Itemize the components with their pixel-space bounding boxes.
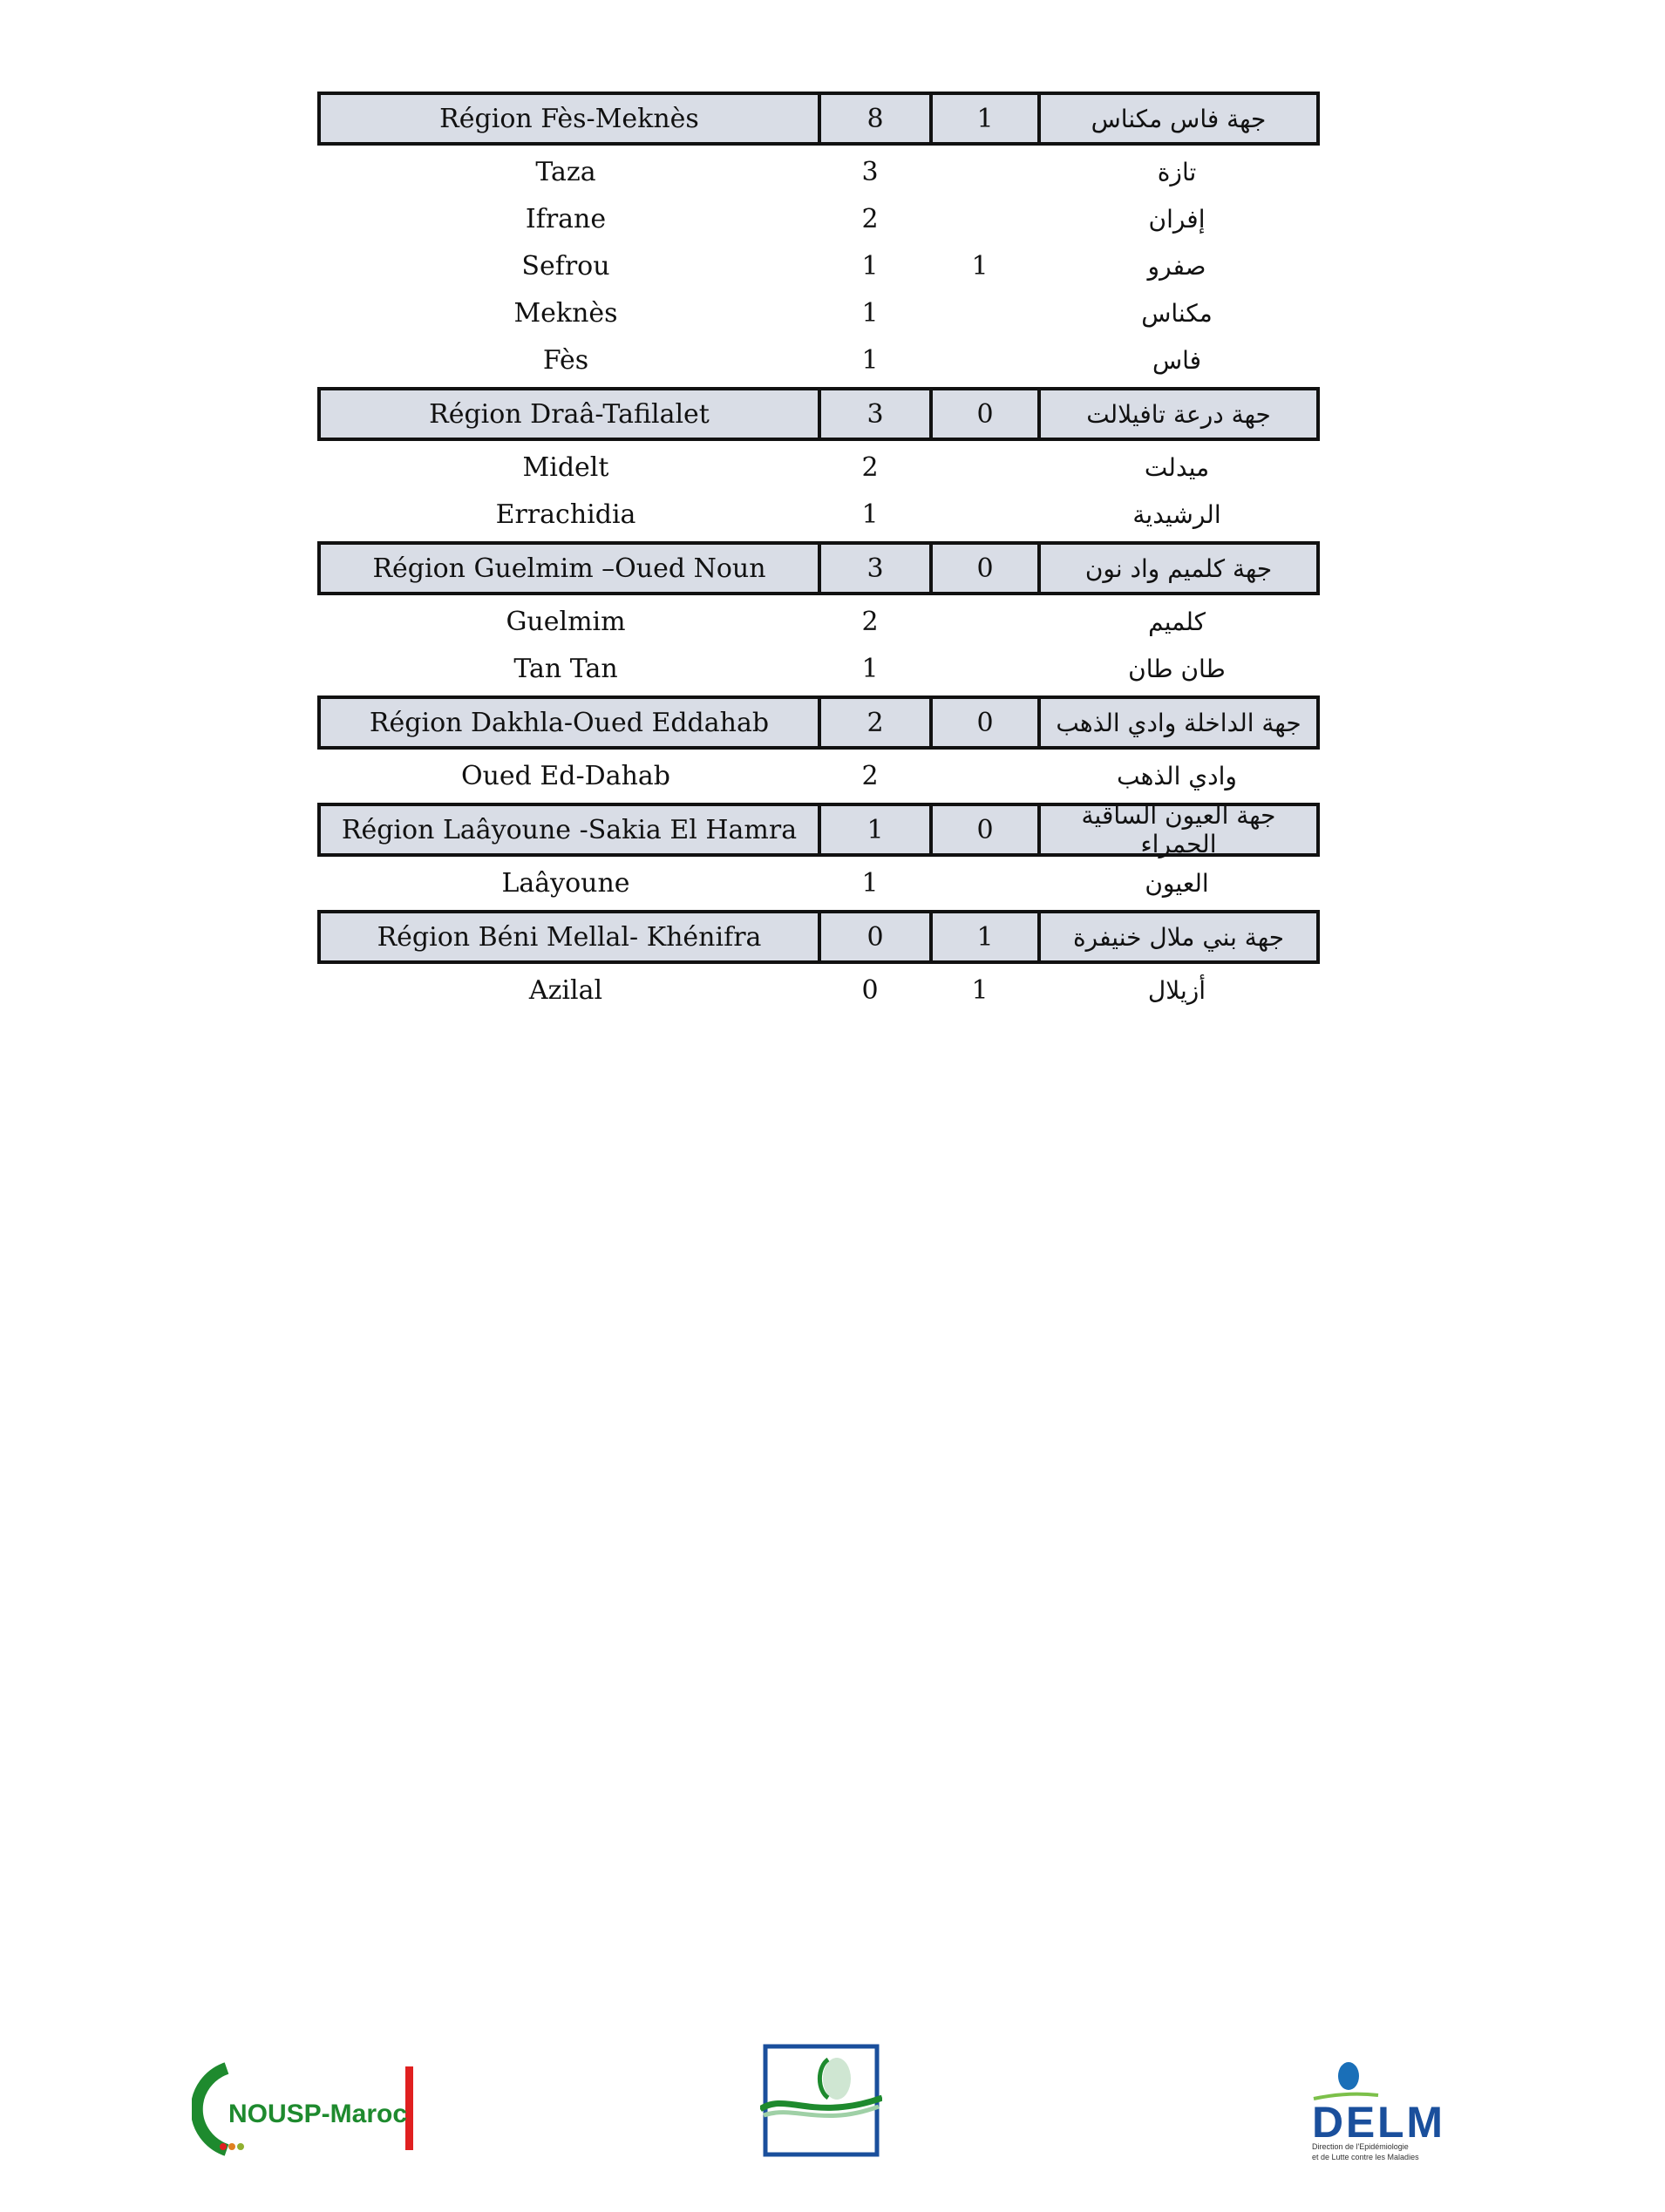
region-row: Région Guelmim –Oued Noun 3 0 جهة كلميم واد… <box>317 541 1320 595</box>
count-a-cell: 1 <box>861 250 879 282</box>
name-ar-cell: وادي الذهب <box>1117 761 1237 790</box>
name-fr-cell: Midelt <box>522 451 609 483</box>
count-b-cell: 0 <box>929 545 1037 592</box>
province-row: Fès 1 فاس <box>317 336 1320 383</box>
name-ar-cell: جهة فاس مكناس <box>1037 95 1316 142</box>
name-fr-cell: Région Guelmim –Oued Noun <box>372 553 766 584</box>
name-ar-cell: كلميم <box>1148 607 1206 636</box>
name-fr-cell: Meknès <box>513 297 618 329</box>
region-row: Région Fès-Meknès 8 1 جهة فاس مكناس <box>317 92 1320 146</box>
count-b-cell <box>926 859 1034 906</box>
province-row: Ifrane 2 إفران <box>317 195 1320 242</box>
count-b-cell: 0 <box>929 806 1037 853</box>
province-row: Guelmim 2 كلميم <box>317 598 1320 645</box>
count-b-cell <box>926 645 1034 692</box>
count-b-cell <box>926 598 1034 645</box>
province-row: Laâyoune 1 العيون <box>317 859 1320 906</box>
name-ar-cell: جهة كلميم واد نون <box>1037 545 1316 592</box>
name-ar-cell: جهة العيون الساقية الحمراء <box>1037 801 1316 858</box>
region-row: Région Draâ-Tafilalet 3 0 جهة درعة تافيلالت <box>317 387 1320 441</box>
count-a-cell: 1 <box>861 297 879 329</box>
province-row: Taza 3 تازة <box>317 148 1320 195</box>
name-fr-cell: Fès <box>542 344 589 376</box>
province-row: Oued Ed-Dahab 2 وادي الذهب <box>317 752 1320 799</box>
count-a-cell: 2 <box>861 760 879 791</box>
name-fr-cell: Azilal <box>528 974 603 1006</box>
province-row: Sefrou 1 1 صفرو <box>317 242 1320 289</box>
cases-table: Région Fès-Meknès 8 1 جهة فاس مكناس Taza 3 تاز… <box>317 92 1320 1014</box>
count-a-cell: 3 <box>818 545 929 592</box>
name-fr-cell: Tan Tan <box>513 653 618 684</box>
name-ar-cell: فاس <box>1152 345 1202 375</box>
name-fr-cell: Région Laâyoune -Sakia El Hamra <box>341 814 798 845</box>
count-a-cell: 3 <box>861 156 879 187</box>
name-fr-cell: Guelmim <box>506 606 626 637</box>
name-ar-cell: جهة الداخلة وادي الذهب <box>1037 699 1316 746</box>
name-fr-cell: Laâyoune <box>501 867 630 899</box>
count-b-cell: 1 <box>971 974 989 1006</box>
count-a-cell: 1 <box>861 653 879 684</box>
count-b-cell: 0 <box>929 390 1037 438</box>
region-row: Région Béni Mellal- Khénifra 0 1 جهة بني مل… <box>317 910 1320 964</box>
delm-subtitle-2: et de Lutte contre les Maladies <box>1312 2153 1419 2161</box>
count-b-cell <box>926 444 1034 491</box>
province-row: Midelt 2 ميدلت <box>317 444 1320 491</box>
count-a-cell: 1 <box>861 867 879 899</box>
name-fr-cell: Région Béni Mellal- Khénifra <box>377 921 762 953</box>
name-ar-cell: جهة بني ملال خنيفرة <box>1037 913 1316 960</box>
count-a-cell: 8 <box>818 95 929 142</box>
count-b-cell: 1 <box>971 250 989 282</box>
delm-logo: DELM Direction de l'Epidémiologie et de … <box>1312 2062 1443 2161</box>
count-b-cell <box>926 148 1034 195</box>
name-fr-cell: Errachidia <box>495 499 636 530</box>
region-row: Région Laâyoune -Sakia El Hamra 1 0 جهة الع… <box>317 801 1320 858</box>
count-a-cell: 2 <box>818 699 929 746</box>
name-ar-cell: العيون <box>1145 868 1209 898</box>
region-row: Région Dakhla-Oued Eddahab 2 0 جهة الداخلة … <box>317 695 1320 750</box>
count-a-cell: 0 <box>818 913 929 960</box>
name-ar-cell: إفران <box>1148 204 1206 234</box>
count-b-cell: 1 <box>929 95 1037 142</box>
name-ar-cell: طان طان <box>1128 654 1226 683</box>
nousp-maroc-logo: NOUSP-Maroc <box>192 2062 413 2156</box>
count-b-cell <box>926 195 1034 242</box>
count-a-cell: 1 <box>861 499 879 530</box>
count-a-cell: 2 <box>861 451 879 483</box>
count-a-cell: 0 <box>861 974 879 1006</box>
name-fr-cell: Ifrane <box>525 203 607 234</box>
name-ar-cell: تازة <box>1157 157 1197 187</box>
province-row: Azilal 0 1 أزيلال <box>317 967 1320 1014</box>
name-fr-cell: Région Draâ-Tafilalet <box>429 398 710 430</box>
name-fr-cell: Taza <box>535 156 596 187</box>
ministry-logo <box>760 2044 882 2157</box>
count-b-cell <box>926 336 1034 383</box>
province-row: Tan Tan 1 طان طان <box>317 645 1320 692</box>
name-fr-cell: Sefrou <box>521 250 610 282</box>
name-ar-cell: ميدلت <box>1144 452 1210 482</box>
province-row: Meknès 1 مكناس <box>317 289 1320 336</box>
name-fr-cell: Région Fès-Meknès <box>439 103 699 134</box>
count-b-cell: 0 <box>929 699 1037 746</box>
count-b-cell <box>926 491 1034 538</box>
name-fr-cell: Région Dakhla-Oued Eddahab <box>369 707 770 738</box>
delm-subtitle-1: Direction de l'Epidémiologie <box>1312 2142 1409 2151</box>
name-ar-cell: مكناس <box>1141 298 1213 328</box>
count-a-cell: 2 <box>861 203 879 234</box>
count-a-cell: 3 <box>818 390 929 438</box>
nousp-logo-text: NOUSP-Maroc <box>228 2100 407 2128</box>
count-b-cell <box>926 289 1034 336</box>
delm-logo-text: DELM <box>1312 2098 1443 2147</box>
count-a-cell: 1 <box>861 344 879 376</box>
name-ar-cell: صفرو <box>1147 251 1206 281</box>
name-fr-cell: Oued Ed-Dahab <box>461 760 670 791</box>
province-row: Errachidia 1 الرشيدية <box>317 491 1320 538</box>
count-b-cell: 1 <box>929 913 1037 960</box>
count-a-cell: 1 <box>818 806 929 853</box>
count-a-cell: 2 <box>861 606 879 637</box>
name-ar-cell: جهة درعة تافيلالت <box>1037 390 1316 438</box>
count-b-cell <box>926 752 1034 799</box>
name-ar-cell: الرشيدية <box>1132 499 1221 529</box>
name-ar-cell: أزيلال <box>1147 975 1206 1005</box>
